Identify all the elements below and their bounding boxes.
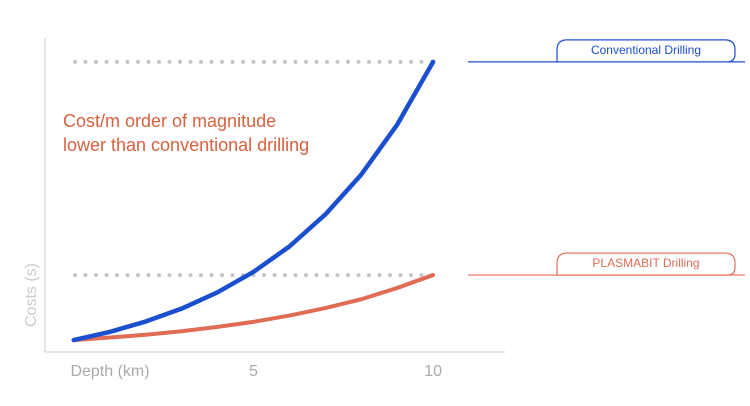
legend-box [556, 252, 736, 276]
legend-label: PLASMABIT Drilling [592, 256, 699, 270]
series-line [71, 273, 436, 343]
y-axis-label: Costs (s) [23, 263, 40, 327]
x-axis-label: Depth (km) [70, 363, 149, 380]
annotation: lower than conventional drilling [63, 135, 309, 155]
series-line [71, 59, 436, 343]
x-tick-label: 10 [424, 363, 442, 380]
x-tick-label: 5 [249, 363, 258, 380]
legend-label: Conventional Drilling [591, 43, 701, 57]
annotation: Cost/m order of magnitude [63, 111, 276, 131]
legend-box [556, 39, 736, 63]
